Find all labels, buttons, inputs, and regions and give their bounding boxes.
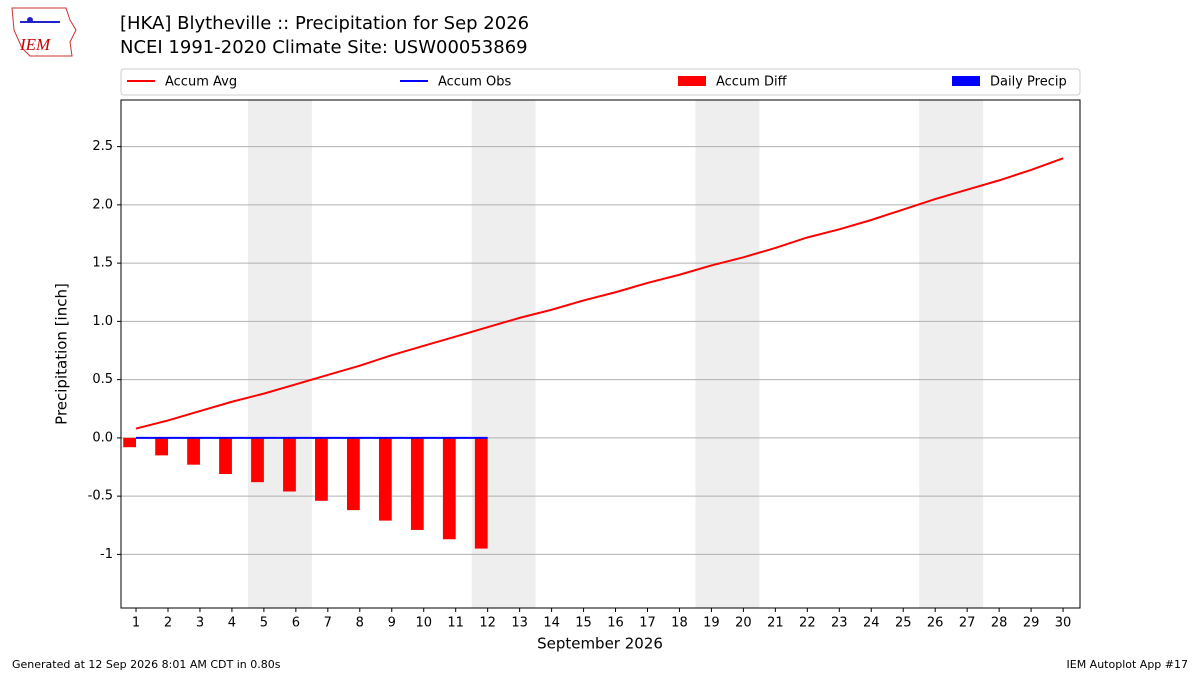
y-tick-label: -0.5 <box>88 489 113 504</box>
y-tick-label: 2.0 <box>92 197 113 212</box>
x-tick-label: 5 <box>260 616 268 631</box>
y-tick-label: 1.0 <box>92 314 113 329</box>
x-tick-label: 9 <box>388 616 396 631</box>
logo-text: IEM <box>19 35 51 54</box>
x-tick-label: 2 <box>164 616 172 631</box>
bar <box>474 437 488 549</box>
legend-label: Accum Diff <box>716 75 788 90</box>
x-tick-label: 4 <box>228 616 236 631</box>
x-tick-label: 20 <box>735 616 752 631</box>
x-tick-label: 13 <box>511 616 528 631</box>
bar <box>123 437 137 448</box>
x-tick-label: 8 <box>356 616 364 631</box>
x-tick-label: 25 <box>895 616 912 631</box>
x-tick-label: 11 <box>447 616 464 631</box>
x-tick-label: 15 <box>575 616 592 631</box>
x-tick-label: 6 <box>292 616 300 631</box>
x-axis-label: September 2026 <box>537 635 663 653</box>
x-tick-label: 10 <box>415 616 432 631</box>
bar <box>187 437 200 465</box>
bar <box>410 437 424 530</box>
bar <box>219 437 232 475</box>
x-tick-label: 21 <box>767 616 784 631</box>
x-tick-label: 19 <box>703 616 720 631</box>
x-tick-label: 1 <box>132 616 140 631</box>
x-tick-label: 29 <box>1023 616 1040 631</box>
y-tick-label: 1.5 <box>92 256 113 271</box>
weekend-band <box>919 100 984 608</box>
x-tick-label: 27 <box>959 616 976 631</box>
chart-subtitle: NCEI 1991-2020 Climate Site: USW00053869 <box>120 37 528 58</box>
bar <box>315 437 328 501</box>
legend-box <box>120 68 1081 96</box>
x-tick-label: 23 <box>831 616 848 631</box>
x-tick-label: 28 <box>991 616 1008 631</box>
footer-left: Generated at 12 Sep 2026 8:01 AM CDT in … <box>12 658 281 671</box>
y-axis-label: Precipitation [inch] <box>53 283 71 425</box>
y-tick-label: 2.5 <box>92 139 113 154</box>
x-tick-label: 14 <box>543 616 560 631</box>
bar <box>378 437 392 521</box>
y-tick-label: -1 <box>100 547 113 562</box>
x-tick-label: 12 <box>479 616 496 631</box>
chart-title: [HKA] Blytheville :: Precipitation for S… <box>120 13 529 34</box>
bar <box>347 437 360 511</box>
logo-dot <box>27 17 33 23</box>
x-tick-label: 7 <box>324 616 332 631</box>
line <box>135 157 1064 430</box>
bar <box>442 437 456 540</box>
x-tick-label: 30 <box>1055 616 1072 631</box>
x-tick-label: 3 <box>196 616 204 631</box>
weekend-band <box>695 100 760 608</box>
legend-label: Daily Precip <box>990 75 1067 90</box>
y-tick-label: 0.5 <box>92 372 113 387</box>
logo: IEM <box>11 7 77 57</box>
x-tick-label: 22 <box>799 616 816 631</box>
x-tick-label: 24 <box>863 616 880 631</box>
bar <box>155 437 168 456</box>
y-tick-label: 0.0 <box>92 430 113 445</box>
x-tick-label: 26 <box>927 616 944 631</box>
weekend-band <box>247 100 312 608</box>
legend-label: Accum Obs <box>438 75 511 90</box>
plot-frame <box>120 99 1081 609</box>
bar <box>283 437 296 492</box>
x-tick-label: 18 <box>671 616 688 631</box>
legend-swatch <box>952 76 980 86</box>
footer-right: IEM Autoplot App #17 <box>1067 658 1189 671</box>
legend-swatch <box>678 76 706 86</box>
legend-label: Accum Avg <box>165 75 237 90</box>
x-tick-label: 17 <box>639 616 656 631</box>
x-tick-label: 16 <box>607 616 624 631</box>
bar <box>251 437 264 483</box>
